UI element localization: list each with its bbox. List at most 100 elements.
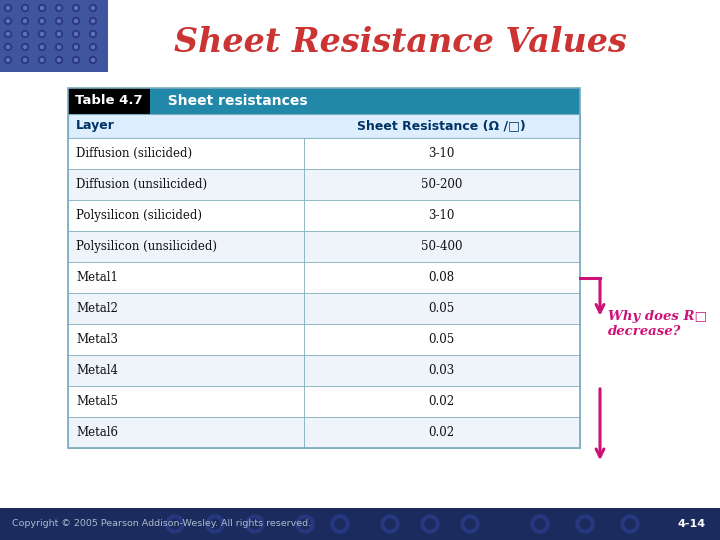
Circle shape (22, 30, 29, 37)
Circle shape (55, 57, 63, 64)
Circle shape (385, 519, 395, 529)
Text: Sheet Resistance Values: Sheet Resistance Values (174, 25, 626, 58)
Circle shape (296, 515, 314, 533)
Circle shape (381, 515, 399, 533)
Circle shape (55, 17, 63, 24)
Circle shape (24, 6, 27, 10)
Circle shape (55, 44, 63, 51)
Bar (68, 231, 304, 262)
Text: 0.02: 0.02 (428, 395, 455, 408)
Circle shape (22, 44, 29, 51)
Circle shape (22, 57, 29, 64)
Circle shape (91, 6, 94, 10)
Circle shape (89, 57, 96, 64)
Text: 0.05: 0.05 (428, 302, 455, 315)
Bar (304, 200, 580, 231)
Circle shape (6, 45, 9, 49)
Bar (304, 417, 580, 448)
Bar (68, 88, 580, 448)
Circle shape (24, 19, 27, 23)
Circle shape (74, 6, 78, 10)
Text: Metal2: Metal2 (76, 302, 118, 315)
Text: Metal3: Metal3 (76, 333, 118, 346)
Bar (304, 138, 580, 169)
Circle shape (89, 30, 96, 37)
Circle shape (24, 45, 27, 49)
Circle shape (331, 515, 349, 533)
Circle shape (91, 45, 94, 49)
Bar (304, 262, 580, 293)
Text: Metal6: Metal6 (76, 426, 118, 439)
Circle shape (38, 44, 45, 51)
Circle shape (74, 58, 78, 62)
Circle shape (4, 4, 12, 11)
Circle shape (6, 19, 9, 23)
Text: Diffusion (unsilicided): Diffusion (unsilicided) (76, 178, 207, 191)
Text: 50-200: 50-200 (421, 178, 462, 191)
Circle shape (580, 519, 590, 529)
Circle shape (38, 4, 45, 11)
Bar (304, 386, 580, 417)
Circle shape (170, 519, 180, 529)
Circle shape (6, 32, 9, 36)
Text: 0.03: 0.03 (428, 364, 455, 377)
Circle shape (4, 44, 12, 51)
Circle shape (24, 58, 27, 62)
Text: 4-14: 4-14 (678, 519, 706, 529)
Bar (68, 114, 580, 138)
Circle shape (206, 515, 224, 533)
Circle shape (74, 45, 78, 49)
Circle shape (40, 19, 43, 23)
Circle shape (625, 519, 635, 529)
Text: Copyright © 2005 Pearson Addison-Wesley. All rights reserved.: Copyright © 2005 Pearson Addison-Wesley.… (12, 519, 311, 529)
Bar (150, 88, 580, 114)
Circle shape (73, 17, 79, 24)
Circle shape (40, 58, 43, 62)
Circle shape (250, 519, 260, 529)
Circle shape (73, 57, 79, 64)
Bar (68, 417, 304, 448)
Circle shape (91, 19, 94, 23)
Bar (304, 169, 580, 200)
Circle shape (89, 44, 96, 51)
Circle shape (4, 17, 12, 24)
Circle shape (55, 4, 63, 11)
Circle shape (335, 519, 345, 529)
Circle shape (4, 57, 12, 64)
Circle shape (89, 4, 96, 11)
Text: Polysilicon (silicided): Polysilicon (silicided) (76, 209, 202, 222)
Bar (68, 200, 304, 231)
Circle shape (421, 515, 439, 533)
Circle shape (74, 19, 78, 23)
Bar (68, 262, 304, 293)
Text: 0.08: 0.08 (428, 271, 455, 284)
Bar (68, 169, 304, 200)
Circle shape (73, 30, 79, 37)
Circle shape (89, 17, 96, 24)
Text: Why does R□
decrease?: Why does R□ decrease? (608, 310, 707, 338)
Text: Metal5: Metal5 (76, 395, 118, 408)
Circle shape (40, 32, 43, 36)
Bar (0, 508, 720, 540)
Circle shape (166, 515, 184, 533)
Text: 0.02: 0.02 (428, 426, 455, 439)
Circle shape (38, 30, 45, 37)
Circle shape (74, 32, 78, 36)
Circle shape (22, 4, 29, 11)
Circle shape (6, 6, 9, 10)
Bar (304, 231, 580, 262)
Bar (68, 386, 304, 417)
Circle shape (58, 19, 60, 23)
Bar (304, 355, 580, 386)
Circle shape (4, 30, 12, 37)
Circle shape (58, 45, 60, 49)
Text: 0.05: 0.05 (428, 333, 455, 346)
Circle shape (40, 45, 43, 49)
Circle shape (38, 17, 45, 24)
Circle shape (73, 44, 79, 51)
Circle shape (58, 32, 60, 36)
Circle shape (91, 58, 94, 62)
Bar (0, 0, 108, 72)
Text: Metal4: Metal4 (76, 364, 118, 377)
Circle shape (91, 32, 94, 36)
